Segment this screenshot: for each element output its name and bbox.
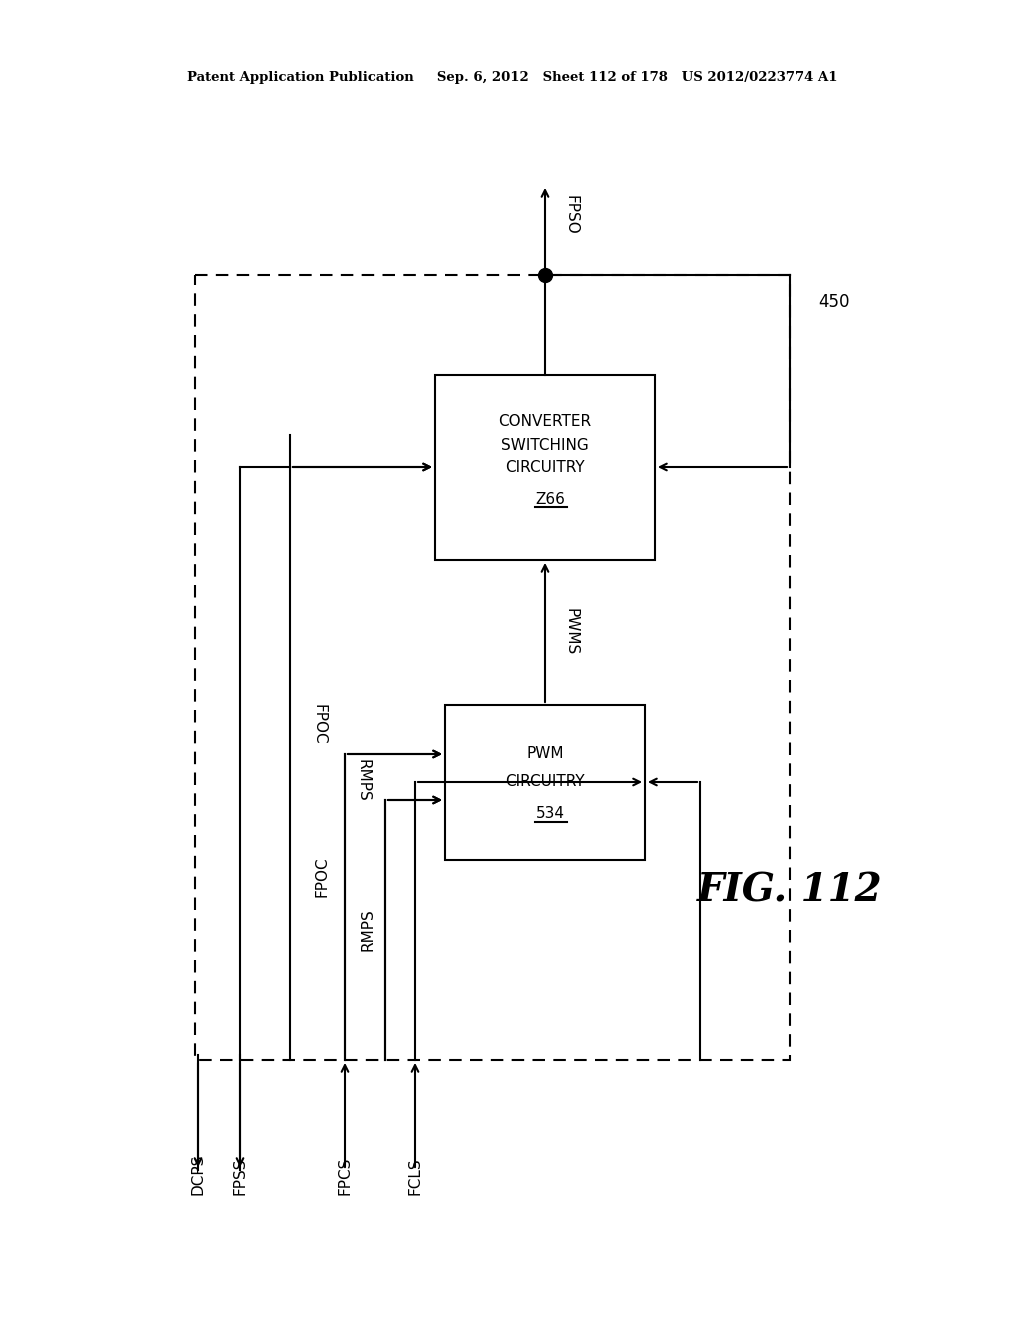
- Text: FIG. 112: FIG. 112: [697, 871, 883, 909]
- Text: FPSO: FPSO: [563, 195, 578, 235]
- Text: CIRCUITRY: CIRCUITRY: [505, 459, 585, 474]
- Text: RMPS: RMPS: [360, 908, 375, 952]
- Text: CIRCUITRY: CIRCUITRY: [505, 775, 585, 789]
- Bar: [195, 275, 790, 1060]
- Bar: [445, 705, 645, 861]
- Text: 450: 450: [818, 293, 850, 312]
- Text: Patent Application Publication     Sep. 6, 2012   Sheet 112 of 178   US 2012/022: Patent Application Publication Sep. 6, 2…: [186, 71, 838, 84]
- Text: DCPS: DCPS: [190, 1154, 206, 1195]
- Text: FPOC: FPOC: [315, 857, 330, 898]
- Text: PWMS: PWMS: [563, 609, 578, 656]
- Text: RMPS: RMPS: [355, 759, 370, 801]
- Text: PWM: PWM: [526, 747, 564, 762]
- Text: FCLS: FCLS: [408, 1158, 423, 1195]
- Text: FPCS: FPCS: [338, 1156, 352, 1195]
- Text: FPOC: FPOC: [312, 704, 327, 744]
- Text: SWITCHING: SWITCHING: [501, 437, 589, 453]
- Text: FPSS: FPSS: [232, 1158, 248, 1195]
- Text: CONVERTER: CONVERTER: [499, 414, 592, 429]
- Text: Z66: Z66: [536, 491, 565, 507]
- Text: 534: 534: [536, 807, 564, 821]
- Bar: [435, 375, 655, 560]
